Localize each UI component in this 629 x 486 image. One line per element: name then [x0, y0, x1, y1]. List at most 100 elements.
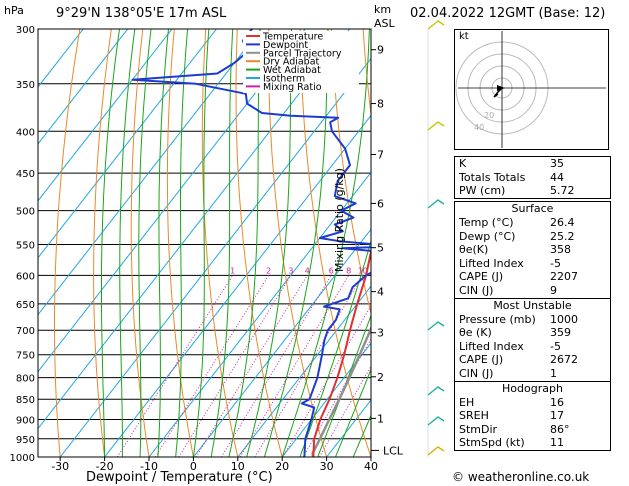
mixing-ratio-label: 4: [305, 266, 310, 275]
dry-adiabat-line: [166, 29, 194, 457]
hodograph-panel: kt: [454, 29, 609, 150]
x-axis-title: Dewpoint / Temperature (°C): [86, 470, 273, 485]
km-tick-label: 6: [377, 197, 384, 210]
wind-barb-icon: [427, 121, 445, 131]
index-row-k: K 35: [459, 157, 564, 170]
credit-footer: © weatheronline.co.uk: [452, 470, 590, 484]
isotherm-line: [148, 171, 371, 457]
wet-adiabat-line: [335, 368, 371, 457]
hodograph-trace: [493, 87, 503, 98]
isotherm-line: [38, 29, 173, 202]
mixing-ratio-label: 8: [346, 266, 351, 275]
most-unstable-heading: Most Unstable: [455, 297, 610, 313]
legend-entry: Dry Adiabat: [263, 57, 320, 68]
km-tick-label: 4: [377, 286, 384, 299]
surface-row: CAPE (J) 2207: [459, 270, 578, 284]
legend-entry: Temperature: [262, 32, 323, 43]
isotherm-line: [38, 29, 129, 145]
pressure-tick-label: 650: [16, 300, 35, 311]
unstable-row: CIN (J) 1: [459, 366, 557, 380]
pressure-tick-label: 300: [16, 25, 35, 36]
dry-adiabat-line: [615, 29, 629, 457]
dry-adiabat-line: [331, 29, 371, 316]
km-tick-label: 3: [377, 327, 384, 340]
isotherm-line: [38, 29, 351, 430]
mixing-ratio-line: [154, 275, 270, 457]
km-tick-label: 2: [377, 371, 384, 384]
wet-adiabat-line: [175, 29, 189, 457]
isotherm-line: [38, 29, 217, 259]
temperature-line: [312, 246, 371, 457]
pressure-tick-label: 950: [16, 435, 35, 446]
pressure-unit-label: hPa: [4, 4, 24, 17]
storm-motion-icon: [497, 85, 505, 91]
legend-entry: Isotherm: [263, 74, 305, 85]
wet-adiabat-line: [281, 29, 370, 457]
mixing-ratio-label: 10: [358, 266, 368, 275]
parcel-trajectory-line: [311, 325, 371, 457]
km-tick-label: 9: [377, 44, 384, 57]
surface-row: Temp (°C) 26.4: [459, 216, 575, 229]
x-tick-label: 30: [320, 460, 334, 473]
wet-adiabat-line: [246, 29, 292, 457]
wind-barb-icon: [427, 446, 445, 456]
km-tick-label: 8: [377, 98, 384, 111]
mixing-ratio-line: [220, 275, 332, 457]
x-tick-label: -20: [96, 460, 114, 473]
index-row-totals: Totals Totals 44: [459, 170, 564, 184]
pressure-tick-label: 600: [16, 271, 35, 282]
asl-unit-label: ASL: [374, 17, 395, 30]
mixing-ratio-label: 25: [418, 266, 428, 275]
location-title: 9°29'N 138°05'E 17m ASL: [56, 6, 227, 21]
wet-adiabat-line: [192, 29, 210, 457]
wet-adiabat-line: [119, 29, 136, 457]
surface-row: Lifted Index -5: [459, 256, 561, 270]
wet-adiabat-line: [101, 29, 120, 457]
isotherm-line: [38, 29, 306, 373]
dry-adiabat-line: [268, 29, 328, 457]
wet-adiabat-line: [157, 29, 169, 457]
x-tick-label: 40: [364, 460, 378, 473]
hodo-row: EH 16: [459, 395, 564, 409]
wet-adiabat-line: [317, 313, 371, 457]
legend-entry: Dewpoint: [263, 40, 308, 51]
pressure-tick-label: 450: [16, 169, 35, 180]
hodograph-heading: Hodograph: [455, 380, 610, 396]
indices-table-main: Surface Temp (°C) 26.4 Dewp (°C) 25.2 θe(K…: [454, 201, 611, 451]
pressure-tick-label: 500: [16, 207, 35, 218]
unstable-row: CAPE (J) 2672: [459, 353, 578, 367]
legend-entry: Parcel Trajectory: [263, 48, 342, 59]
wet-adiabat-line: [228, 29, 261, 457]
plot-frame: [37, 28, 372, 458]
mixing-ratio-line: [116, 275, 234, 457]
km-tick-label: 5: [377, 242, 384, 255]
legend-box: [243, 31, 359, 93]
isotherm-line: [281, 342, 371, 457]
km-tick-label: 1: [377, 412, 384, 425]
mixing-ratio-line: [239, 275, 350, 457]
x-tick-label: 0: [190, 460, 197, 473]
mixing-ratio-label: 1: [230, 266, 235, 275]
legend-entry: Wet Adiabat: [263, 65, 321, 76]
isotherm-line: [59, 57, 371, 457]
km-tick-label: 7: [377, 148, 384, 161]
surface-row: Dewp (°C) 25.2: [459, 229, 575, 243]
pressure-tick-label: 850: [16, 395, 35, 406]
wet-adiabat-line: [210, 29, 234, 457]
pressure-tick-label: 400: [16, 127, 35, 138]
pressure-tick-label: 750: [16, 351, 35, 362]
surface-row: θe(K) 358: [459, 243, 571, 257]
hodo-row: SREH 17: [459, 409, 564, 423]
pressure-tick-label: 1000: [10, 453, 35, 464]
unstable-row: Lifted Index -5: [459, 339, 561, 353]
wet-adiabat-line: [299, 239, 371, 457]
hodograph-ring-label: 40: [474, 123, 484, 132]
pressure-tick-label: 700: [16, 326, 35, 337]
surface-heading: Surface: [511, 202, 554, 215]
unstable-row: Pressure (mb) 1000: [459, 312, 578, 326]
dry-adiabat-line: [130, 29, 150, 457]
hodo-row: StmSpd (kt) 11: [459, 436, 564, 450]
x-tick-label: 20: [275, 460, 289, 473]
datetime-title: 02.04.2022 12GMT (Base: 12): [410, 6, 606, 21]
